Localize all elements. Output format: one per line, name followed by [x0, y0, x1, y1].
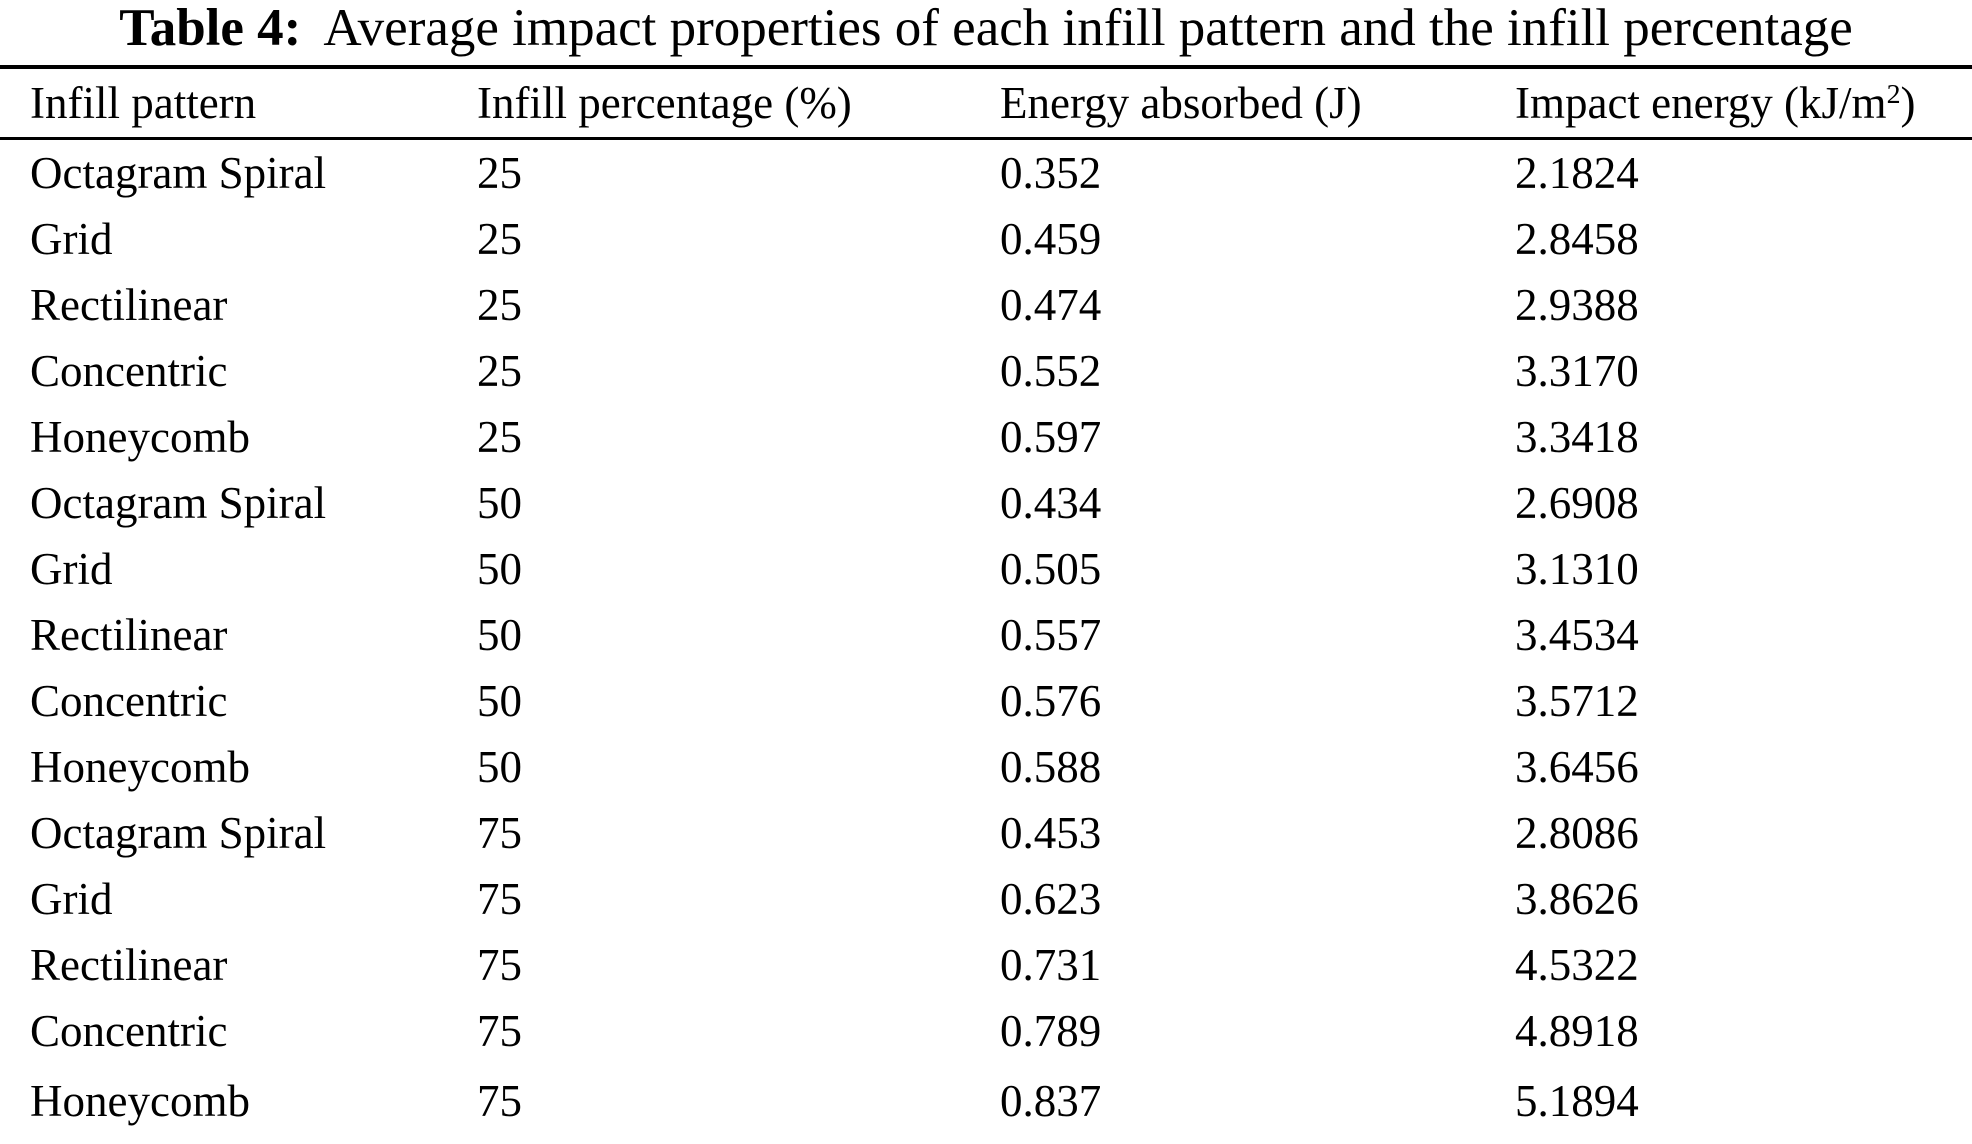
cell-impact-energy: 3.5712 — [1515, 676, 1639, 726]
cell-energy-absorbed: 0.731 — [1000, 940, 1102, 990]
table-caption-label: Table 4: — [119, 0, 302, 57]
table-row: Honeycomb 75 0.837 5.1894 — [0, 1064, 1972, 1144]
cell-energy-absorbed: 0.837 — [1000, 1076, 1102, 1126]
cell-pattern: Rectilinear — [30, 610, 228, 660]
table-row: Grid 75 0.623 3.8626 — [0, 866, 1972, 932]
cell-percentage: 25 — [477, 148, 522, 198]
table-row: Octagram Spiral 50 0.434 2.6908 — [0, 470, 1972, 536]
cell-impact-energy: 3.6456 — [1515, 742, 1639, 792]
table-row: Rectilinear 75 0.731 4.5322 — [0, 932, 1972, 998]
cell-pattern: Rectilinear — [30, 280, 228, 330]
table-caption: Table 4: Average impact properties of eac… — [0, 0, 1972, 56]
cell-energy-absorbed: 0.434 — [1000, 478, 1102, 528]
cell-energy-absorbed: 0.505 — [1000, 544, 1102, 594]
cell-pattern: Honeycomb — [30, 412, 250, 462]
table-header-row: Infill pattern Infill percentage (%) Ene… — [0, 67, 1972, 140]
cell-percentage: 75 — [477, 808, 522, 858]
cell-pattern: Octagram Spiral — [30, 148, 327, 198]
table-row: Octagram Spiral 25 0.352 2.1824 — [0, 139, 1972, 207]
table-caption-text: Average impact properties of each infill… — [323, 0, 1853, 57]
cell-impact-energy: 3.3418 — [1515, 412, 1639, 462]
column-header-energy-absorbed: Energy absorbed (J) — [1000, 67, 1515, 140]
table-row: Grid 25 0.459 2.8458 — [0, 206, 1972, 272]
cell-energy-absorbed: 0.597 — [1000, 412, 1102, 462]
cell-percentage: 25 — [477, 214, 522, 264]
table-row: Concentric 50 0.576 3.5712 — [0, 668, 1972, 734]
cell-impact-energy: 2.9388 — [1515, 280, 1639, 330]
impact-energy-label-suffix: ) — [1900, 78, 1916, 128]
table-row: Honeycomb 25 0.597 3.3418 — [0, 404, 1972, 470]
cell-impact-energy: 5.1894 — [1515, 1076, 1639, 1126]
cell-pattern: Concentric — [30, 1006, 228, 1056]
cell-percentage: 25 — [477, 346, 522, 396]
cell-impact-energy: 2.8086 — [1515, 808, 1639, 858]
cell-pattern: Honeycomb — [30, 1076, 250, 1126]
cell-pattern: Octagram Spiral — [30, 808, 327, 858]
column-header-infill-percentage: Infill percentage (%) — [477, 67, 1000, 140]
impact-energy-label-superscript: 2 — [1886, 78, 1901, 110]
cell-energy-absorbed: 0.789 — [1000, 1006, 1102, 1056]
cell-pattern: Concentric — [30, 676, 228, 726]
cell-pattern: Rectilinear — [30, 940, 228, 990]
table-body: Octagram Spiral 25 0.352 2.1824 Grid 25 0.459 2… — [0, 139, 1972, 1144]
impact-energy-label-prefix: Impact energy (kJ/m — [1515, 78, 1887, 128]
cell-energy-absorbed: 0.588 — [1000, 742, 1102, 792]
cell-percentage: 75 — [477, 1076, 522, 1126]
cell-percentage: 50 — [477, 742, 522, 792]
cell-percentage: 50 — [477, 676, 522, 726]
cell-impact-energy: 3.8626 — [1515, 874, 1639, 924]
cell-percentage: 75 — [477, 940, 522, 990]
cell-impact-energy: 3.4534 — [1515, 610, 1639, 660]
cell-pattern: Grid — [30, 874, 113, 924]
table-row: Concentric 25 0.552 3.3170 — [0, 338, 1972, 404]
impact-properties-table: Infill pattern Infill percentage (%) Ene… — [0, 65, 1972, 1144]
cell-percentage: 75 — [477, 874, 522, 924]
column-header-infill-pattern: Infill pattern — [0, 67, 477, 140]
cell-energy-absorbed: 0.557 — [1000, 610, 1102, 660]
cell-energy-absorbed: 0.453 — [1000, 808, 1102, 858]
cell-pattern: Honeycomb — [30, 742, 250, 792]
cell-energy-absorbed: 0.552 — [1000, 346, 1102, 396]
cell-energy-absorbed: 0.623 — [1000, 874, 1102, 924]
column-header-impact-energy: Impact energy (kJ/m2) — [1515, 67, 1972, 140]
table-row: Octagram Spiral 75 0.453 2.8086 — [0, 800, 1972, 866]
table-header: Infill pattern Infill percentage (%) Ene… — [0, 67, 1972, 140]
cell-pattern: Concentric — [30, 346, 228, 396]
cell-percentage: 75 — [477, 1006, 522, 1056]
cell-percentage: 25 — [477, 412, 522, 462]
cell-percentage: 25 — [477, 280, 522, 330]
cell-pattern: Octagram Spiral — [30, 478, 327, 528]
cell-percentage: 50 — [477, 478, 522, 528]
cell-impact-energy: 3.3170 — [1515, 346, 1639, 396]
cell-impact-energy: 2.8458 — [1515, 214, 1639, 264]
cell-impact-energy: 4.8918 — [1515, 1006, 1639, 1056]
cell-energy-absorbed: 0.474 — [1000, 280, 1102, 330]
cell-energy-absorbed: 0.459 — [1000, 214, 1102, 264]
cell-percentage: 50 — [477, 610, 522, 660]
cell-impact-energy: 2.6908 — [1515, 478, 1639, 528]
table-row: Honeycomb 50 0.588 3.6456 — [0, 734, 1972, 800]
table-row: Rectilinear 50 0.557 3.4534 — [0, 602, 1972, 668]
cell-energy-absorbed: 0.576 — [1000, 676, 1102, 726]
cell-impact-energy: 2.1824 — [1515, 148, 1639, 198]
table-row: Grid 50 0.505 3.1310 — [0, 536, 1972, 602]
table-row: Rectilinear 25 0.474 2.9388 — [0, 272, 1972, 338]
cell-percentage: 50 — [477, 544, 522, 594]
cell-pattern: Grid — [30, 544, 113, 594]
cell-energy-absorbed: 0.352 — [1000, 148, 1102, 198]
table-row: Concentric 75 0.789 4.8918 — [0, 998, 1972, 1064]
cell-impact-energy: 4.5322 — [1515, 940, 1639, 990]
cell-impact-energy: 3.1310 — [1515, 544, 1639, 594]
cell-pattern: Grid — [30, 214, 113, 264]
